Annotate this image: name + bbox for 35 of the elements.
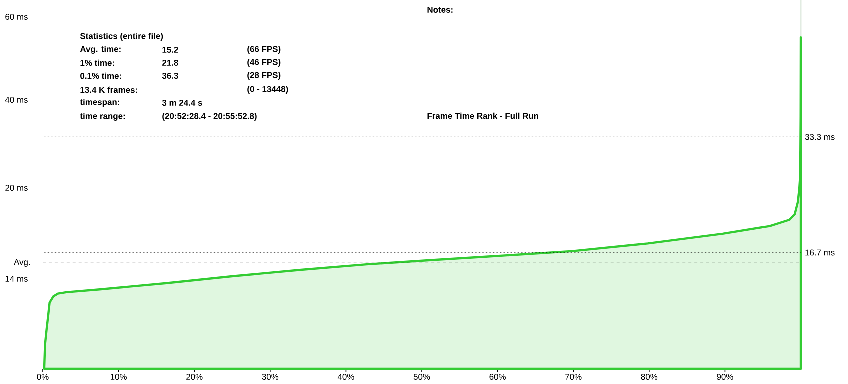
x-tick-label: 50% <box>414 374 430 380</box>
x-tick-label: 0% <box>37 374 49 380</box>
annotation: Avg. time: <box>80 46 121 54</box>
annotation: 36.3 <box>162 73 178 80</box>
annotation: (66 FPS) <box>248 46 281 54</box>
annotation: timespan: <box>80 99 120 107</box>
annotation: (0 - 13448) <box>248 86 288 94</box>
annotation: 21.8 <box>162 60 178 66</box>
annotation: time range: <box>80 113 126 121</box>
annotation: 3 m 24.4 s <box>162 100 202 106</box>
x-tick-label: 20% <box>186 374 203 380</box>
annotation: 1% time: <box>80 60 114 66</box>
annotation: Statistics (entire file) <box>80 33 164 41</box>
x-tick-label: 90% <box>717 374 734 380</box>
x-tick-label: 30% <box>262 374 279 380</box>
x-tick-label: 10% <box>110 374 127 380</box>
annotation: (46 FPS) <box>248 59 281 67</box>
ref-line-label: Avg. <box>14 259 30 267</box>
annotation: (20:52:28.4 - 20:55:52.8) <box>162 113 257 121</box>
annotation: 0.1% time: <box>80 72 122 80</box>
text: 20 ms <box>6 185 28 191</box>
annotation: Frame Time Rank - Full Run <box>428 112 539 120</box>
annotation: 13.4 K frames: <box>80 86 138 94</box>
x-tick-label: 40% <box>338 374 354 380</box>
x-tick-label: 70% <box>566 374 582 380</box>
y-tick-label: 16.7 ms <box>806 250 835 256</box>
annotation: (28 FPS) <box>248 72 281 80</box>
annotation: Notes: <box>428 7 453 13</box>
x-tick-label: 80% <box>641 374 658 380</box>
annotation: 15.2 <box>162 47 178 53</box>
text: 60 ms <box>6 14 28 20</box>
y-tick-label: 33.3 ms <box>805 134 835 140</box>
x-tick-label: 60% <box>490 374 506 380</box>
text: 14 ms <box>6 276 28 282</box>
text: 40 ms <box>5 97 28 103</box>
